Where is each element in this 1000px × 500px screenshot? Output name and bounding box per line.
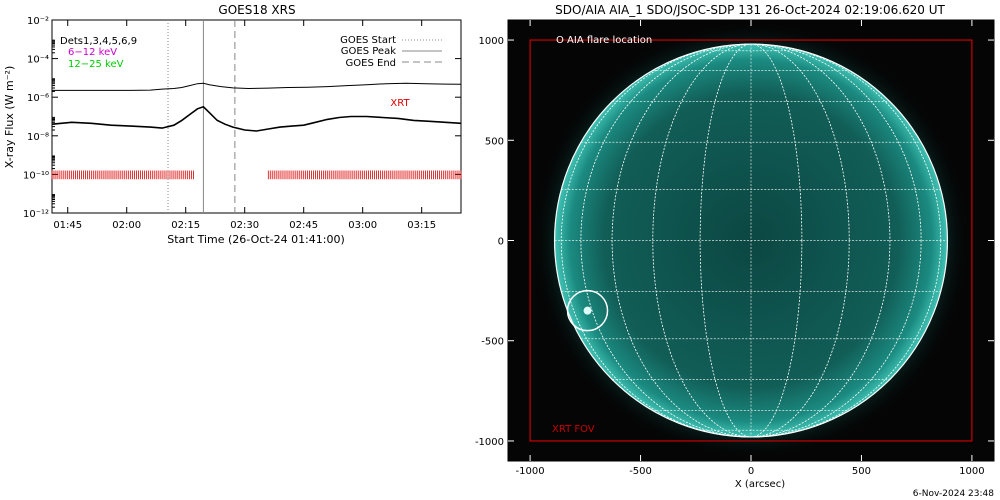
goes-x-tick-label: 02:30 xyxy=(230,220,259,231)
goes-x-tick-label: 02:45 xyxy=(289,220,318,231)
aia-x-tick-label: -1000 xyxy=(516,466,545,477)
aia-y-ticks: -1000 -500 0 500 1000 xyxy=(475,36,994,448)
goes-x-tick-label: 02:15 xyxy=(171,220,200,231)
aia-y-tick-label: 0 xyxy=(498,237,504,248)
goes-event-markers xyxy=(167,20,236,213)
goes-x-ticks: 01:45 02:00 02:15 02:30 02:45 03:00 03:15 xyxy=(53,20,436,231)
aia-x-axis-label: X (arcsec) xyxy=(735,479,785,490)
aia-y-tick-label: 1000 xyxy=(479,36,504,47)
goes-series-line-0 xyxy=(52,82,462,91)
longitude-line xyxy=(560,43,942,438)
goes-plot-frame xyxy=(51,19,462,214)
aia-y-tick-label: -1000 xyxy=(475,437,504,448)
goes-y-axis-label: X-ray Flux (W m⁻²) xyxy=(3,66,16,168)
goes-series-line-1 xyxy=(51,105,462,132)
goes-xrs-chart: GOES18 XRS 10⁻¹² 10⁻¹⁰ 10⁻⁸ 10⁻⁶ 10⁻⁴ 10⁻² 01… xyxy=(3,3,462,246)
legend-12-25kev: 12−25 keV xyxy=(68,59,124,70)
aia-x-tick-label: 0 xyxy=(748,466,754,477)
goes-y-tick-label: 10⁻¹⁰ xyxy=(23,170,49,181)
legend-detectors: Dets1,3,4,5,6,9 xyxy=(60,36,137,47)
legend-goes-end: GOES End xyxy=(346,58,396,69)
goes-y-ticks: 10⁻¹² 10⁻¹⁰ 10⁻⁸ 10⁻⁶ 10⁻⁴ 10⁻² xyxy=(23,16,461,220)
legend-6-12kev: 6−12 keV xyxy=(68,47,117,58)
goes-y-tick-label: 10⁻⁸ xyxy=(27,132,49,143)
aia-y-tick-label: 500 xyxy=(485,136,504,147)
xrt-label: XRT xyxy=(390,98,410,109)
goes-x-tick-label: 03:15 xyxy=(407,220,436,231)
goes-x-tick-label: 01:45 xyxy=(53,220,82,231)
longitude-line xyxy=(652,43,850,438)
footer-timestamp: 6-Nov-2024 23:48 xyxy=(913,489,995,499)
goes-x-axis-label: Start Time (26-Oct-24 01:41:00) xyxy=(167,233,345,246)
xrt-fov-box xyxy=(529,39,973,442)
flare-bright-core xyxy=(583,306,592,315)
goes-y-tick-label: 10⁻⁶ xyxy=(27,93,49,104)
legend-goes-start: GOES Start xyxy=(340,35,396,46)
solar-limb xyxy=(553,43,949,438)
aia-chart-title: SDO/AIA AIA_1 SDO/JSOC-SDP 131 26-Oct-20… xyxy=(555,3,945,17)
goes-y-tick-label: 10⁻⁴ xyxy=(27,55,49,66)
aia-x-tick-label: 1000 xyxy=(959,466,984,477)
xrt-fov-label: XRT FOV xyxy=(552,424,595,435)
aia-y-tick-label: -500 xyxy=(481,337,504,348)
flare-location-circle xyxy=(566,289,609,332)
aia-legend: O AIA flare location xyxy=(556,35,652,46)
xrt-coverage-bars xyxy=(51,170,462,180)
goes-y-tick-label: 10⁻² xyxy=(27,16,49,27)
goes-flux-series xyxy=(51,82,462,132)
goes-chart-title: GOES18 XRS xyxy=(218,3,295,17)
aia-x-tick-label: 500 xyxy=(852,466,871,477)
legend-goes-peak: GOES Peak xyxy=(341,46,396,57)
goes-x-tick-label: 03:00 xyxy=(348,220,377,231)
goes-x-tick-label: 02:00 xyxy=(112,220,141,231)
aia-x-tick-label: -500 xyxy=(629,466,652,477)
aia-x-ticks: -1000 -500 0 500 1000 xyxy=(516,20,985,477)
goes-y-tick-label: 10⁻¹² xyxy=(23,209,49,220)
